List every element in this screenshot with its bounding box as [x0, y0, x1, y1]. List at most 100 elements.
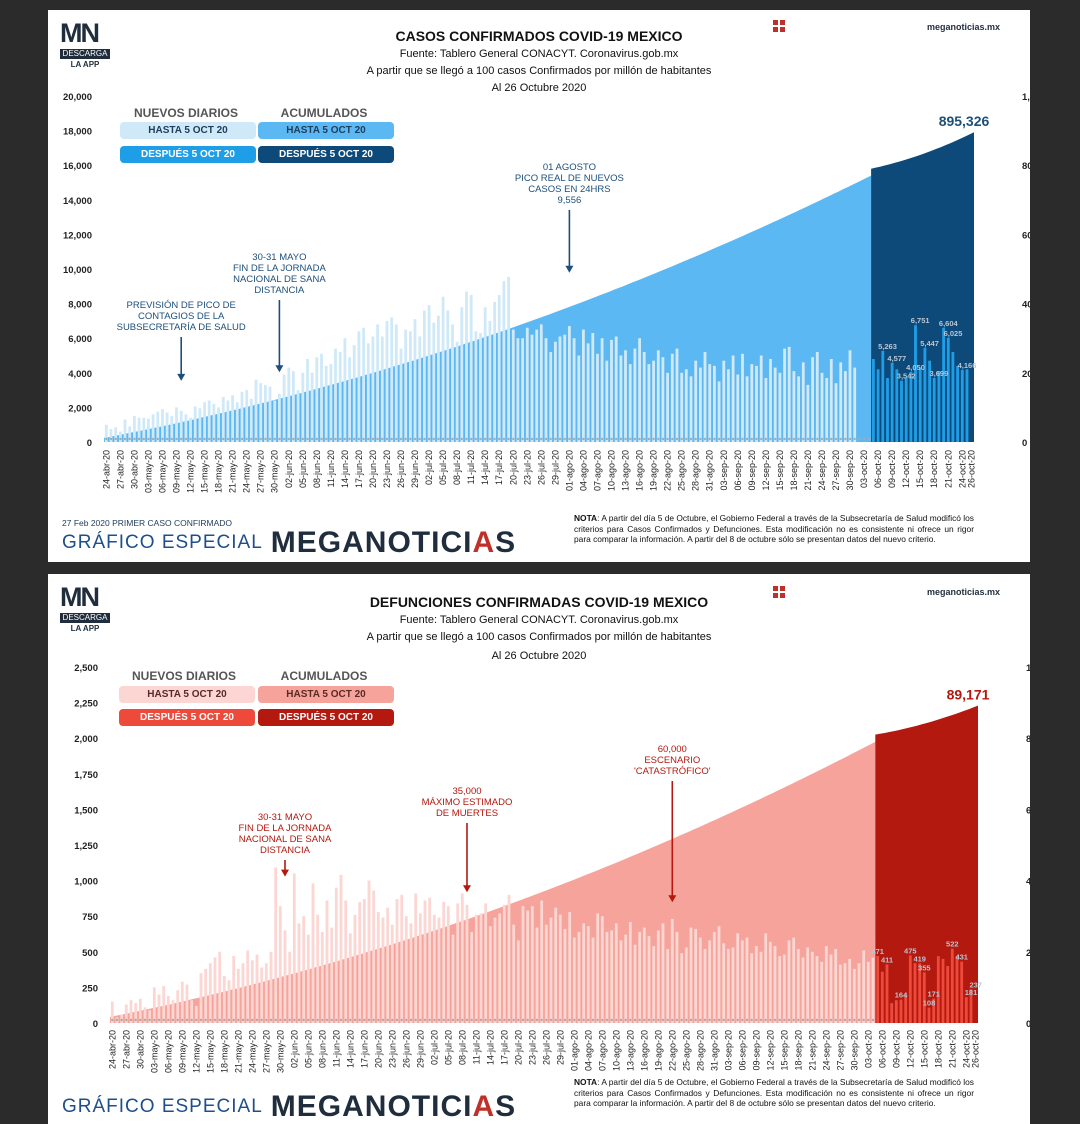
baseline-dot — [544, 437, 548, 441]
baseline-dot — [484, 437, 487, 441]
site-url[interactable]: meganoticias.mx — [926, 22, 1000, 32]
daily-bar — [582, 923, 586, 1023]
daily-bar — [273, 400, 277, 442]
brand-banner: GRÁFICO ESPECIAL MEGANOTICIAS — [62, 526, 516, 560]
daily-bar — [414, 893, 418, 1023]
daily-bar — [843, 963, 847, 1023]
x-tick-label: 03-oct-20 — [863, 1030, 873, 1068]
daily-bar-after — [899, 999, 903, 1023]
chart-title: DEFUNCIONES CONFIRMADAS COVID-19 MEXICO — [369, 594, 709, 610]
baseline-dot — [217, 437, 220, 441]
baseline-dot — [385, 437, 389, 441]
baseline-dot — [680, 1018, 683, 1022]
baseline-dot — [624, 437, 627, 441]
annotation-text: DISTANCIA — [260, 845, 311, 856]
daily-bar-after — [908, 955, 912, 1023]
y-left-tick-label: 1,500 — [74, 805, 98, 816]
x-tick-label: 17-jul-20 — [494, 450, 504, 485]
daily-bar — [857, 963, 861, 1023]
x-tick-label: 27-sep-20 — [831, 450, 841, 491]
daily-bar — [249, 398, 253, 443]
daily-bar — [199, 973, 203, 1023]
daily-bar — [394, 324, 398, 442]
daily-bar — [600, 916, 604, 1023]
baseline-dot — [223, 1018, 226, 1022]
baseline-dot — [456, 1018, 459, 1022]
daily-value-label: 108 — [923, 999, 936, 1008]
baseline-dot — [437, 437, 440, 441]
x-tick-label: 14-jul-20 — [480, 450, 490, 485]
x-tick-label: 18-oct-20 — [929, 450, 939, 488]
baseline-dot — [470, 437, 473, 441]
daily-bar — [147, 418, 150, 442]
y-left-tick-label: 250 — [82, 983, 98, 994]
baseline-dot — [325, 437, 328, 441]
site-url[interactable]: meganoticias.mx — [926, 587, 1000, 597]
daily-bar — [680, 372, 684, 442]
baseline-dot — [133, 437, 136, 441]
annotation-text: FIN DE LA JORNADA — [239, 823, 333, 834]
annotation-text: CONTAGIOS DE LA — [138, 311, 225, 322]
baseline-dot — [526, 437, 529, 441]
baseline-dot — [297, 1018, 301, 1022]
logo-mark: MN — [60, 582, 100, 612]
daily-bar — [194, 1005, 198, 1023]
baseline-dot — [764, 1018, 767, 1022]
x-tick-label: 27-may-20 — [256, 450, 266, 493]
x-tick-label: 09-sep-20 — [751, 1030, 761, 1071]
daily-bar — [362, 899, 366, 1023]
daily-bar — [212, 403, 216, 442]
x-tick-label: 06-oct-20 — [877, 1030, 887, 1068]
daily-bar-after — [885, 964, 889, 1023]
daily-bar — [769, 359, 772, 442]
mn-logo[interactable]: MN DESCARGA LA APP — [60, 584, 110, 634]
daily-bar — [330, 927, 334, 1023]
daily-bar — [502, 281, 506, 442]
y-left-tick-label: 1,000 — [74, 877, 98, 888]
daily-bar — [820, 372, 824, 442]
daily-bar — [605, 931, 609, 1023]
daily-bar — [302, 916, 306, 1023]
daily-bar-after — [872, 359, 875, 442]
baseline-dot — [516, 437, 520, 441]
brand-prefix: GRÁFICO ESPECIAL — [62, 532, 263, 553]
daily-bar — [310, 372, 314, 442]
daily-bar — [381, 917, 385, 1023]
daily-bar — [235, 402, 239, 442]
baseline-dot — [274, 1018, 277, 1022]
daily-bar — [479, 913, 483, 1023]
baseline-dot — [727, 437, 730, 441]
baseline-dot — [722, 437, 725, 441]
baseline-dot — [848, 1018, 851, 1022]
baseline-dot — [675, 1018, 679, 1022]
baseline-dot — [657, 1018, 660, 1022]
daily-bar — [563, 929, 567, 1023]
daily-bar — [376, 324, 379, 442]
mn-logo[interactable]: MN DESCARGA LA APP — [60, 20, 110, 70]
baseline-dot — [624, 1018, 627, 1022]
baseline-dot — [251, 1018, 254, 1022]
daily-bar — [525, 327, 529, 442]
x-tick-label: 21-may-20 — [233, 1030, 243, 1073]
daily-bar — [797, 376, 800, 442]
x-tick-label: 14-jun-20 — [340, 450, 350, 488]
y-left-tick-label: 12,000 — [63, 230, 92, 241]
daily-bar — [848, 958, 852, 1023]
baseline-dot — [535, 1018, 539, 1022]
x-tick-label: 24-sep-20 — [821, 1030, 831, 1071]
annotation-text: FIN DE LA JORNADA — [233, 263, 327, 274]
baseline-dot — [671, 1018, 674, 1022]
chart-date: Al 26 Octubre 2020 — [491, 650, 587, 662]
baseline-dot — [647, 1018, 651, 1022]
daily-bar-after — [890, 362, 894, 442]
daily-bar — [535, 329, 539, 442]
daily-bar — [698, 937, 702, 1023]
x-tick-label: 26-jun-20 — [396, 450, 406, 488]
daily-value-label: 471 — [871, 947, 884, 956]
baseline-dot — [381, 437, 384, 441]
daily-bar — [539, 324, 543, 442]
daily-bar-after — [904, 378, 908, 442]
baseline-dot — [461, 1018, 464, 1022]
daily-bar — [179, 410, 183, 442]
daily-value-label: 522 — [946, 940, 959, 949]
